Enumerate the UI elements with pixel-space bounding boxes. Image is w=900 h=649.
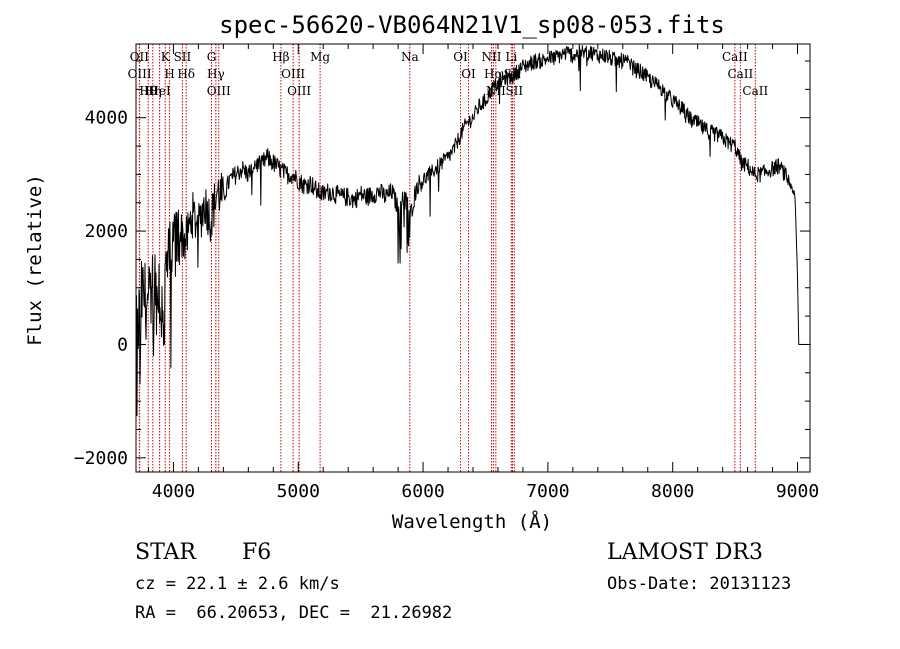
line-marker-label: OIII [287,84,311,98]
line-marker-label: CaII [742,84,768,98]
x-tick-label: 9000 [776,481,819,502]
line-marker-label: Hδ [177,67,195,81]
line-marker-label: Hη [144,84,162,98]
line-marker-label: NII [481,50,501,64]
line-marker-label: SII [505,84,523,98]
line-marker-labels: OIIOIIIHθHηHeIKHSIIHδGHγOIIIHβOIIIOIIIMg… [128,50,769,98]
chart-title: spec-56620-VB064N21V1_sp08-053.fits [219,11,725,39]
y-axis-label: Flux (relative) [24,174,46,346]
survey-name: LAMOST DR3 [607,540,763,565]
line-markers [138,44,756,472]
x-tick-label: 7000 [526,481,569,502]
y-tick-label: 4000 [85,108,128,129]
x-tick-label: 6000 [401,481,444,502]
line-marker-label: Hθ [139,84,157,98]
x-axis-ticks: 4000 5000 6000 7000 8000 9000 [147,44,819,502]
line-marker-label: OI [453,50,468,64]
line-marker-label: Hγ [207,67,225,81]
y-tick-label: 2000 [85,221,128,242]
line-marker-label: Mg [310,50,330,64]
x-tick-label: 8000 [651,481,694,502]
object-subclass: F6 [242,540,272,565]
y-axis-ticks: −2000 0 2000 4000 [74,60,810,469]
line-marker-label: CaII [727,67,753,81]
plot-frame [135,43,811,473]
line-marker-label: HeI [148,84,171,98]
y-tick-label: −2000 [74,448,128,469]
x-tick-label: 4000 [152,481,195,502]
line-marker-label: Li [505,50,517,64]
coordinates: RA = 66.20653, DEC = 21.26982 [135,603,453,623]
line-marker-label: G [207,50,217,64]
obs-date: Obs-Date: 20131123 [607,574,792,594]
redshift-value: cz = 22.1 ± 2.6 km/s [135,574,340,594]
line-marker-label: OIII [128,67,152,81]
object-class: STAR [135,540,196,565]
line-marker-label: H [164,67,174,81]
line-marker-label: OIII [281,67,305,81]
line-marker-label: OI [461,67,476,81]
x-tick-label: 5000 [277,481,320,502]
line-marker-label: Hα [484,67,503,81]
line-marker-label: OIII [207,84,231,98]
x-axis-label: Wavelength (Å) [392,510,552,533]
line-marker-label: SII [174,50,192,64]
line-marker-label: OII [130,50,150,64]
y-tick-label: 0 [117,334,128,355]
spectrum-line [135,44,811,417]
spectrum-series [135,44,811,417]
line-marker-label: CaII [722,50,748,64]
line-marker-label: Na [401,50,419,64]
line-marker-label: K [161,50,171,64]
line-marker-label: Hβ [272,50,289,64]
